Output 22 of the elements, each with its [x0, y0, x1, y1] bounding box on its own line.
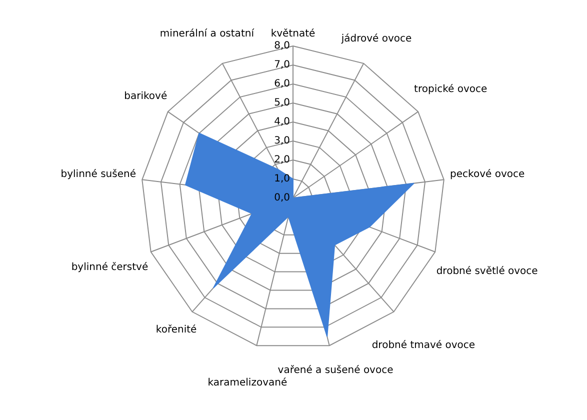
y-tick-label: 0,0: [274, 192, 290, 204]
spoke-label: barikové: [124, 90, 168, 102]
y-tick-label: 6,0: [274, 78, 290, 90]
y-tick-label: 7,0: [274, 60, 290, 71]
y-tick-label: 1,0: [274, 174, 290, 185]
spoke-label: květnaté: [270, 28, 316, 40]
y-tick-label: 2,0: [274, 154, 290, 166]
spoke-label: drobné tmavé ovoce: [372, 340, 476, 351]
spoke-label: kořenité: [156, 324, 197, 336]
spoke-label: karamelizované: [208, 377, 288, 388]
spoke-label: drobné světlé ovoce: [436, 266, 538, 278]
spoke-label: jádrové ovoce: [340, 34, 412, 45]
spoke-label: tropické ovoce: [414, 84, 488, 95]
y-tick-label: 8,0: [274, 40, 290, 52]
spoke-label: bylinné čerstvé: [71, 262, 148, 274]
spoke-label: vařené a sušené ovoce: [278, 365, 394, 376]
y-tick-label: 4,0: [274, 116, 290, 128]
spoke-label: minerální a ostatní: [160, 28, 256, 40]
spoke-label: bylinné sušené: [60, 168, 136, 180]
y-tick-label: 5,0: [274, 98, 290, 109]
y-tick-label: 3,0: [274, 136, 290, 147]
spoke-label: peckové ovoce: [450, 169, 525, 180]
